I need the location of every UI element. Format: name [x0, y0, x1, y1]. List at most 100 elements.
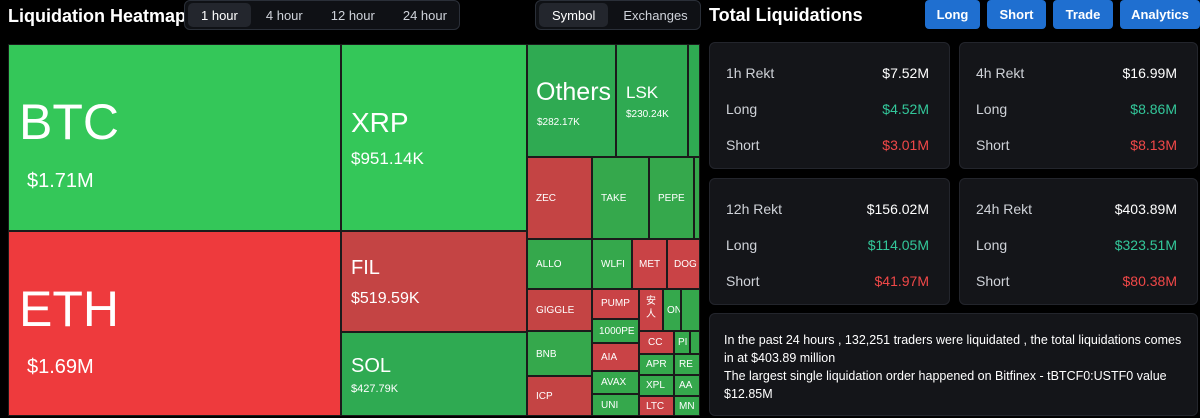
- tile-symbol: LTC: [646, 401, 665, 412]
- tile-symbol: MN: [679, 401, 695, 412]
- tile-symbol: BNB: [536, 349, 557, 360]
- card-short-label: Short: [726, 273, 760, 289]
- short-button[interactable]: Short: [987, 0, 1046, 29]
- card-total-row: 12h Rekt $156.02M: [726, 201, 929, 217]
- tile-symbol: AVAX: [601, 377, 627, 388]
- card-short-label: Short: [726, 137, 760, 153]
- tile-symbol: FIL: [351, 257, 380, 279]
- tab-24-hour[interactable]: 24 hour: [402, 7, 447, 23]
- tile-symbol: MET: [639, 259, 661, 270]
- tile-pepe[interactable]: PEPE: [649, 157, 694, 239]
- tile-anren[interactable]: 安人: [639, 289, 663, 331]
- tile-bnb[interactable]: BNB: [527, 331, 592, 376]
- tab-symbol[interactable]: Symbol: [539, 3, 609, 27]
- tile-xrp[interactable]: XRP $951.14K: [341, 44, 527, 231]
- card-short-value: $41.97M: [874, 273, 929, 289]
- tile-pi[interactable]: PI: [674, 331, 690, 354]
- tile-small[interactable]: [688, 44, 700, 157]
- card-long-row: Long $4.52M: [726, 101, 929, 117]
- tile-small[interactable]: [694, 157, 700, 239]
- tab-12-hour[interactable]: 12 hour: [330, 7, 375, 23]
- trade-button[interactable]: Trade: [1053, 0, 1113, 29]
- tile-1000pe[interactable]: 1000PE: [592, 319, 639, 343]
- tile-aa[interactable]: AA: [674, 375, 700, 396]
- card-short-label: Short: [976, 273, 1010, 289]
- tile-symbol: AA: [679, 380, 693, 391]
- tile-apr[interactable]: APR: [639, 354, 674, 375]
- tile-aia[interactable]: AIA: [592, 343, 639, 371]
- tile-fil[interactable]: FIL $519.59K: [341, 231, 527, 332]
- tile-symbol: LSK: [626, 83, 659, 102]
- tile-value: $282.17K: [537, 117, 580, 128]
- time-range-selector: 1 hour 4 hour 12 hour 24 hour: [184, 0, 460, 30]
- tile-avax[interactable]: AVAX: [592, 371, 639, 394]
- tile-eth[interactable]: ETH $1.69M: [8, 231, 341, 416]
- analytics-button[interactable]: Analytics: [1120, 0, 1200, 29]
- tab-4-hour[interactable]: 4 hour: [265, 7, 303, 23]
- tile-zec[interactable]: ZEC: [527, 157, 592, 239]
- tile-value: $951.14K: [351, 149, 424, 168]
- tile-cc[interactable]: CC: [639, 331, 674, 354]
- tab-1-hour[interactable]: 1 hour: [188, 3, 251, 27]
- total-liquidations-title: Total Liquidations: [709, 5, 863, 25]
- card-long-value: $114.05M: [867, 237, 929, 253]
- summary-line-traders: In the past 24 hours , 132,251 traders w…: [724, 333, 1182, 365]
- liquidation-summary: In the past 24 hours , 132,251 traders w…: [709, 313, 1198, 416]
- tile-take[interactable]: TAKE: [592, 157, 649, 239]
- tile-pump[interactable]: PUMP: [592, 289, 639, 319]
- tile-symbol: CC: [648, 337, 663, 348]
- tile-symbol: ETH: [19, 281, 119, 337]
- tile-symbol: XPL: [646, 380, 665, 391]
- tile-symbol: PUMP: [601, 298, 630, 309]
- tile-symbol: SOL: [351, 355, 392, 377]
- long-button[interactable]: Long: [925, 0, 980, 29]
- tile-sol[interactable]: SOL $427.79K: [341, 332, 527, 416]
- card-period: 1h Rekt: [726, 65, 775, 81]
- tile-xpl[interactable]: XPL: [639, 375, 674, 396]
- tile-symbol: DOG: [674, 259, 697, 270]
- tile-symbol: ON: [667, 305, 681, 316]
- tile-icp[interactable]: ICP: [527, 376, 592, 416]
- tab-exchanges[interactable]: Exchanges: [623, 7, 688, 23]
- tile-on[interactable]: ON: [663, 289, 681, 331]
- card-long-row: Long $114.05M: [726, 237, 929, 253]
- tile-re[interactable]: RE: [674, 354, 700, 375]
- tile-small[interactable]: [690, 331, 700, 354]
- tile-symbol: UNI: [601, 400, 619, 411]
- tile-met[interactable]: MET: [632, 239, 667, 289]
- tile-symbol: AIA: [601, 352, 618, 363]
- tile-symbol: ALLO: [536, 259, 562, 270]
- card-long-value: $4.52M: [882, 101, 929, 117]
- card-12h: 12h Rekt $156.02M Long $114.05M Short $4…: [709, 178, 950, 305]
- card-total-row: 4h Rekt $16.99M: [976, 65, 1177, 81]
- tile-dog[interactable]: DOG: [667, 239, 700, 289]
- tile-uni[interactable]: UNI: [592, 394, 639, 416]
- card-long-label: Long: [976, 101, 1008, 117]
- tile-wlfi[interactable]: WLFI: [592, 239, 632, 289]
- card-period: 4h Rekt: [976, 65, 1025, 81]
- card-24h: 24h Rekt $403.89M Long $323.51M Short $8…: [959, 178, 1198, 305]
- tile-symbol: TAKE: [601, 193, 627, 204]
- tile-giggle[interactable]: GIGGLE: [527, 289, 592, 331]
- card-total-row: 1h Rekt $7.52M: [726, 65, 929, 81]
- tile-symbol: BTC: [19, 94, 119, 150]
- tile-others[interactable]: Others $282.17K: [527, 44, 616, 157]
- card-long-label: Long: [976, 237, 1008, 253]
- card-long-value: $323.51M: [1114, 237, 1177, 253]
- tile-symbol: XRP: [351, 107, 409, 138]
- tile-ltc[interactable]: LTC: [639, 396, 674, 416]
- card-short-value: $8.13M: [1130, 137, 1177, 153]
- tile-lsk[interactable]: LSK $230.24K: [616, 44, 688, 157]
- tile-allo[interactable]: ALLO: [527, 239, 592, 289]
- tile-small[interactable]: [681, 289, 700, 331]
- card-short-row: Short $8.13M: [976, 137, 1177, 153]
- tile-btc[interactable]: BTC $1.71M: [8, 44, 341, 231]
- tile-symbol: PEPE: [658, 193, 685, 204]
- tile-symbol: 1000PE: [599, 326, 635, 337]
- card-total-row: 24h Rekt $403.89M: [976, 201, 1177, 217]
- tile-value: $1.69M: [27, 356, 94, 378]
- tile-mn[interactable]: MN: [674, 396, 700, 416]
- card-long-row: Long $323.51M: [976, 237, 1177, 253]
- card-period: 12h Rekt: [726, 201, 783, 217]
- tile-value: $519.59K: [351, 290, 420, 307]
